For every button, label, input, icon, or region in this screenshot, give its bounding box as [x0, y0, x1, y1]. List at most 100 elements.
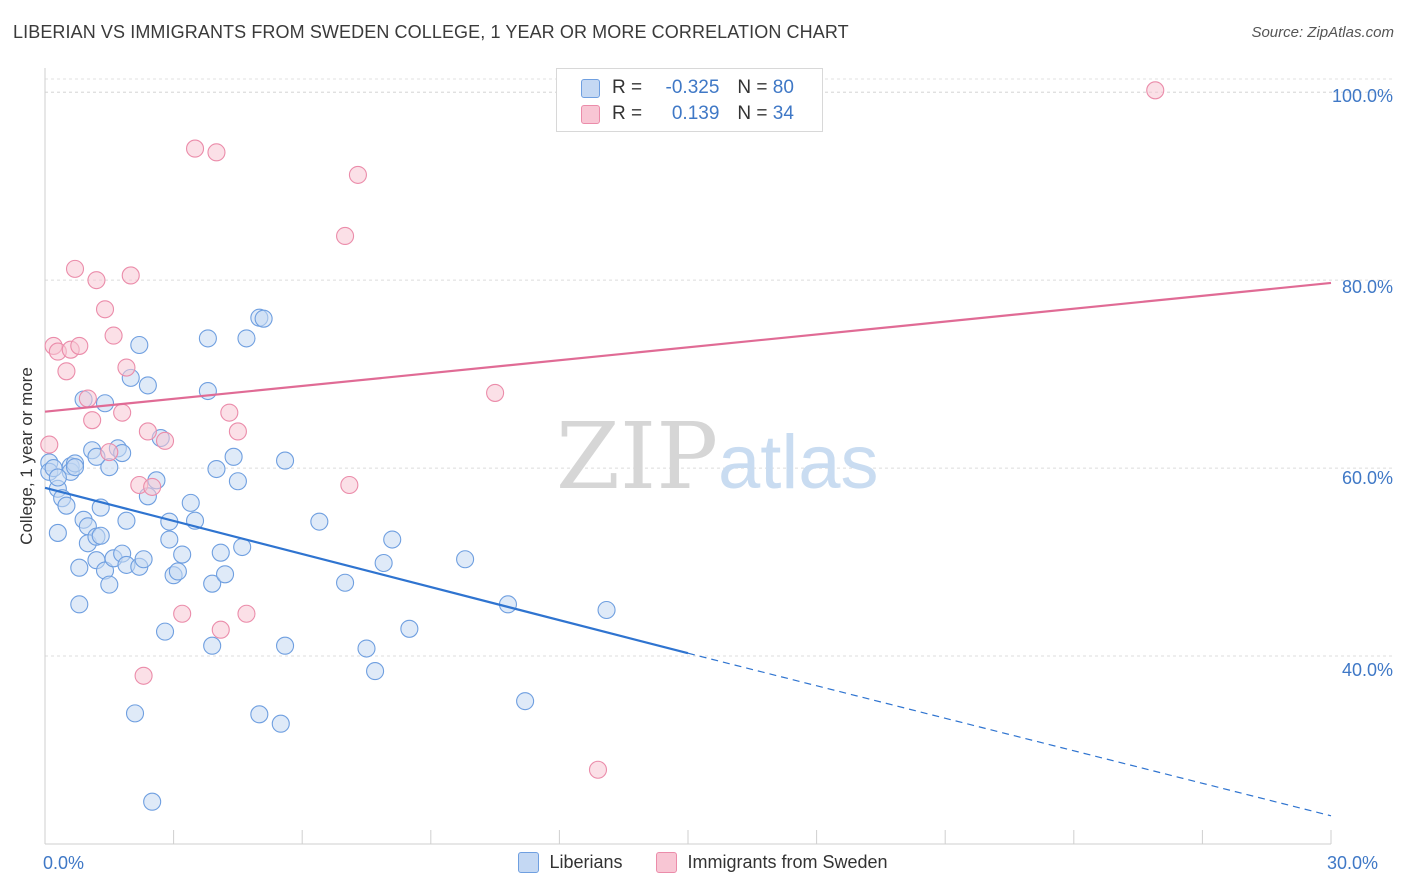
data-point [95, 300, 115, 319]
liberians-swatch [518, 852, 540, 873]
data-point [70, 595, 89, 614]
r-label: R = [612, 103, 643, 124]
data-point [276, 636, 295, 655]
data-point [70, 558, 89, 577]
data-point [211, 620, 230, 639]
data-point [48, 468, 67, 487]
liberians-swatch [581, 78, 600, 98]
trend-line [44, 486, 689, 655]
data-point [250, 705, 269, 724]
data-point [203, 574, 222, 593]
data-point [143, 477, 162, 496]
n-label: N = [737, 103, 768, 124]
data-point [1146, 81, 1165, 100]
source-label: Source: ZipAtlas.com [1251, 24, 1394, 41]
y-axis-label: College, 1 year or more [17, 367, 36, 545]
data-point [173, 545, 192, 564]
data-point [374, 553, 393, 573]
data-point [138, 376, 157, 395]
n-value: 34 [772, 103, 794, 124]
grid-lines [45, 78, 1392, 657]
data-point [168, 562, 187, 581]
data-point [91, 526, 110, 545]
data-point [117, 358, 136, 377]
data-point [254, 309, 273, 328]
data-point [57, 496, 76, 515]
data-point [125, 704, 145, 723]
data-point [134, 666, 153, 685]
n-value: 80 [772, 77, 794, 98]
data-point [228, 472, 247, 491]
data-point [143, 792, 162, 811]
data-point [336, 226, 355, 246]
data-point [224, 447, 243, 466]
data-point [340, 475, 359, 495]
data-point [237, 604, 256, 623]
data-point [366, 662, 385, 681]
data-point [588, 760, 608, 779]
data-point [310, 512, 329, 531]
data-point [203, 636, 222, 655]
data-point [40, 435, 59, 454]
r-value: 0.139 [671, 103, 720, 124]
data-point [100, 443, 119, 462]
data-point [130, 335, 149, 355]
data-point [173, 604, 192, 623]
data-point [597, 600, 616, 620]
data-point [155, 431, 175, 450]
r-label: R = [612, 77, 643, 98]
trend-line [44, 281, 1332, 413]
legend-label: Immigrants from Sweden [687, 852, 888, 872]
sweden-swatch [581, 104, 600, 124]
data-point [271, 714, 290, 733]
data-point [121, 266, 140, 285]
watermark: ZIP atlas [556, 403, 879, 510]
data-point [155, 622, 175, 641]
data-point [211, 543, 230, 562]
data-point [276, 451, 295, 470]
data-point [65, 259, 85, 278]
data-point [486, 383, 505, 402]
data-point [104, 326, 123, 345]
legend-label: Liberians [549, 852, 623, 872]
data-point [95, 394, 115, 413]
legend-item-liberians[interactable]: Liberians [518, 852, 622, 873]
data-point [65, 458, 85, 477]
data-point [400, 619, 419, 638]
series-legend: Liberians Immigrants from Sweden [0, 852, 1406, 873]
data-point [134, 550, 153, 569]
data-point [383, 530, 402, 549]
r-value: -0.325 [665, 77, 720, 98]
data-point [237, 329, 256, 348]
legend-row-sweden: R = 0.139 N = 34 [581, 102, 794, 126]
data-point [117, 511, 136, 530]
legend-row-liberians: R = -0.325 N = 80 [581, 76, 794, 100]
data-point [220, 403, 239, 422]
sweden-swatch [656, 852, 678, 873]
data-point [48, 523, 67, 542]
data-point [100, 575, 119, 594]
data-point [113, 403, 132, 422]
data-point [185, 139, 205, 158]
data-point [215, 565, 235, 584]
legend-item-sweden[interactable]: Immigrants from Sweden [656, 852, 888, 873]
data-point [138, 422, 157, 441]
data-point [160, 530, 179, 549]
y-tick-label: 80.0% [1341, 277, 1393, 297]
data-point [207, 143, 226, 162]
series-points-sweden [40, 81, 1165, 779]
data-point [83, 411, 102, 430]
data-point [181, 493, 200, 512]
watermark-atlas: atlas [718, 420, 879, 505]
data-point [198, 329, 217, 348]
data-point [70, 336, 89, 355]
y-tick-label: 100.0% [1331, 86, 1393, 106]
data-point [57, 362, 76, 381]
chart-title: LIBERIAN VS IMMIGRANTS FROM SWEDEN COLLE… [13, 22, 849, 42]
data-point [207, 459, 226, 479]
n-label: N = [737, 77, 768, 98]
correlation-legend: R = -0.325 N = 80 R = 0.139 N = 34 [556, 68, 823, 132]
data-point [456, 550, 475, 569]
data-point [348, 165, 367, 184]
